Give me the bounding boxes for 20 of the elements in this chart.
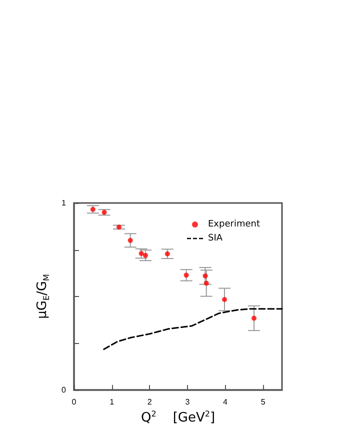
point bbox=[252, 316, 257, 321]
point bbox=[138, 250, 144, 256]
point bbox=[184, 272, 189, 278]
line-series bbox=[103, 308, 283, 350]
x-tick-label: 1 bbox=[110, 398, 115, 406]
x-tick-label: 2 bbox=[147, 398, 152, 406]
point bbox=[202, 273, 208, 278]
point bbox=[204, 280, 209, 286]
y-axis-title: μGE/GM bbox=[35, 274, 52, 319]
point bbox=[164, 251, 170, 256]
point bbox=[128, 238, 133, 243]
x-tick-label: 5 bbox=[260, 398, 266, 406]
legend-label: SIA bbox=[208, 234, 224, 244]
point bbox=[116, 224, 122, 230]
point bbox=[142, 252, 148, 258]
x-tick-label: 4 bbox=[223, 398, 228, 406]
point bbox=[222, 296, 228, 302]
legend-label: Experiment bbox=[208, 220, 260, 230]
x-tick-label: 0 bbox=[72, 398, 77, 406]
x-tick-label: 3 bbox=[185, 398, 190, 406]
